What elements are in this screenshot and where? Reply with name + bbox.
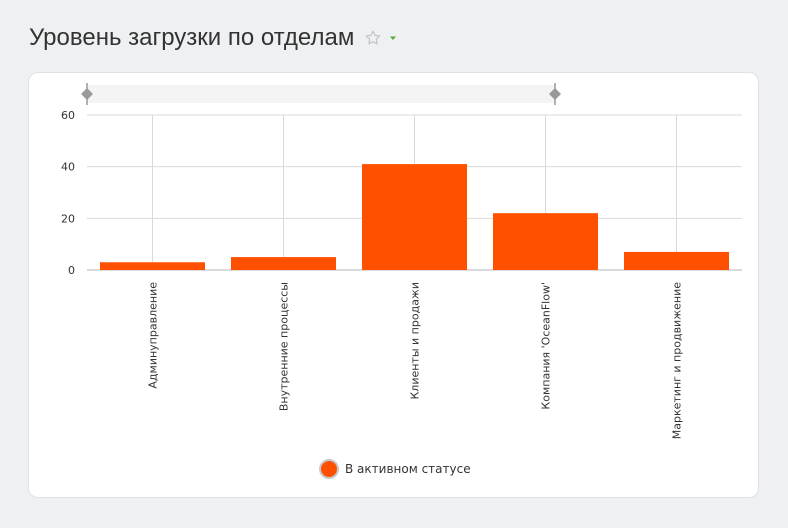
y-tick-label: 40 xyxy=(61,161,75,174)
range-slider-track[interactable] xyxy=(87,85,555,103)
bar-chart: 0 20 40 60 Админуправление Внутренние процес… xyxy=(61,83,742,439)
bar[interactable] xyxy=(624,251,729,270)
x-category-label: Внутренние процессы xyxy=(278,282,291,411)
x-category-label: Маркетинг и продвижение xyxy=(671,282,684,439)
star-outline-icon[interactable] xyxy=(364,29,382,47)
bar[interactable] xyxy=(493,213,598,270)
y-tick-label: 60 xyxy=(61,109,75,122)
bar[interactable] xyxy=(100,262,205,270)
page-header: Уровень загрузки по отделам xyxy=(29,20,398,56)
chart-card: 0 20 40 60 Админуправление Внутренние процес… xyxy=(28,72,759,498)
y-tick-label: 20 xyxy=(61,212,75,225)
page-title: Уровень загрузки по отделам xyxy=(29,24,355,51)
bar[interactable] xyxy=(362,164,467,270)
x-category-label: Админуправление xyxy=(147,282,160,389)
legend-swatch xyxy=(319,459,339,479)
y-tick-label: 0 xyxy=(68,264,75,277)
x-category-label: Клиенты и продажи xyxy=(409,282,422,400)
legend-item[interactable]: В активном статусе xyxy=(319,459,471,479)
range-slider-left-handle[interactable] xyxy=(81,88,93,100)
caret-down-icon[interactable] xyxy=(388,33,398,43)
range-slider-right-handle[interactable] xyxy=(549,88,561,100)
legend-label: В активном статусе xyxy=(345,462,471,476)
bar[interactable] xyxy=(231,257,336,270)
x-category-label: Компания 'OceanFlow' xyxy=(540,282,553,410)
